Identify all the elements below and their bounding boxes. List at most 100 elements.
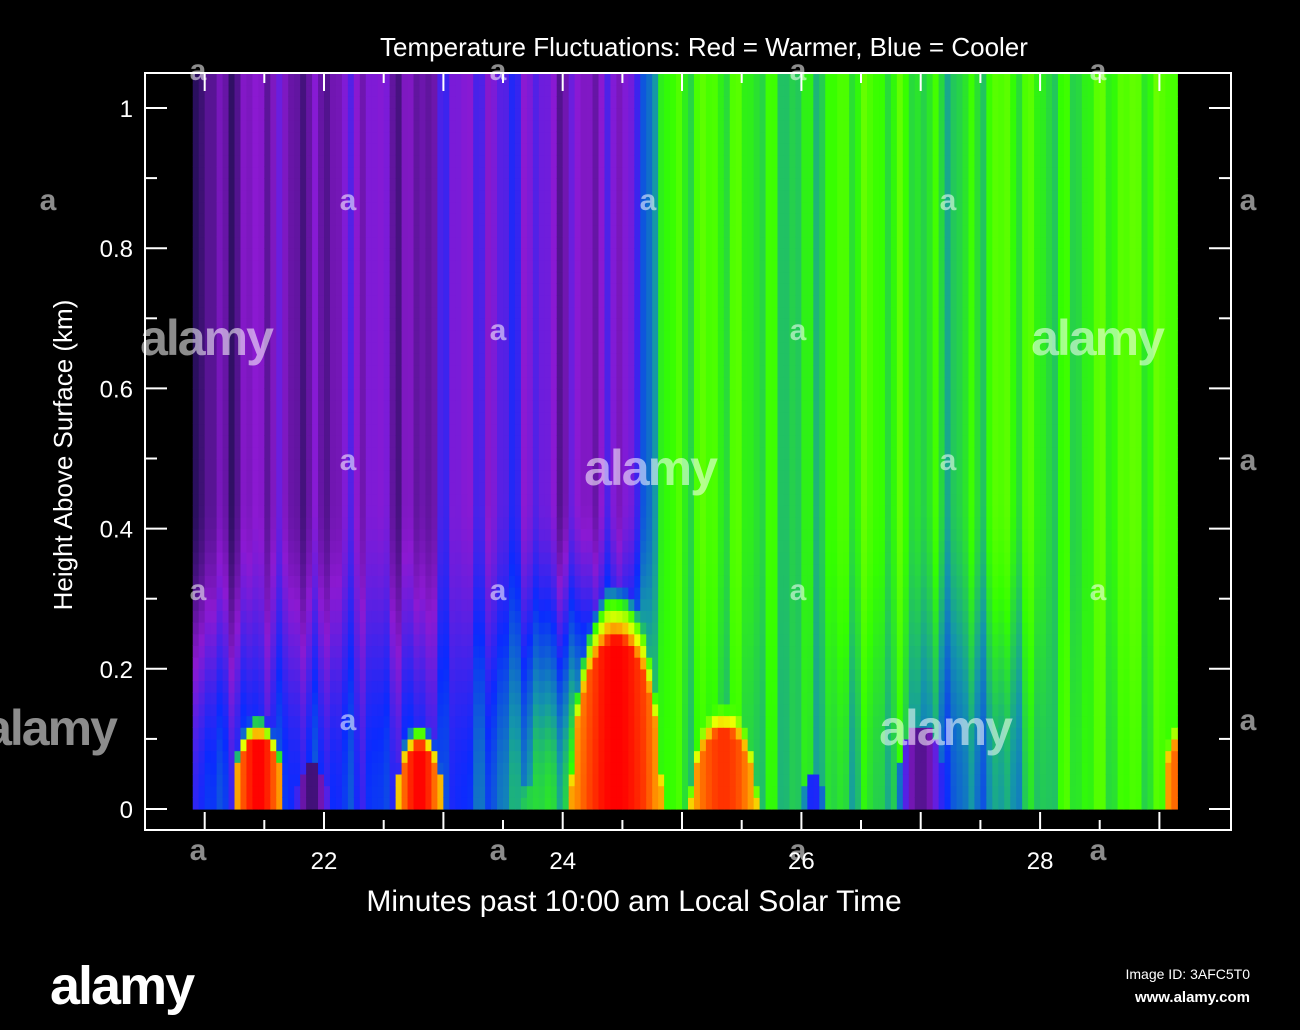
heatmap-cell	[628, 540, 635, 553]
heatmap-cell	[628, 470, 635, 483]
heatmap-cell	[550, 785, 558, 798]
heatmap-cell	[383, 575, 391, 588]
heatmap-cell	[192, 166, 200, 179]
heatmap-cell	[520, 341, 528, 354]
heatmap-cell	[616, 248, 623, 261]
heatmap-cell	[544, 178, 552, 191]
heatmap-cell	[335, 692, 343, 705]
heatmap-cell	[353, 692, 361, 705]
heatmap-cell	[568, 575, 576, 588]
heatmap-cell	[270, 330, 277, 343]
heatmap-cell	[258, 493, 265, 506]
heatmap-cell	[222, 587, 230, 600]
heatmap-cell	[300, 411, 307, 425]
heatmap-cell	[485, 189, 492, 203]
heatmap-cell	[312, 201, 319, 214]
heatmap-cell	[425, 154, 433, 168]
heatmap-cell	[628, 73, 635, 86]
heatmap-cell	[300, 750, 307, 763]
heatmap-cell	[634, 738, 641, 752]
heatmap-cell	[497, 330, 504, 343]
heatmap-cell	[431, 400, 438, 413]
heatmap-cell	[556, 306, 564, 319]
heatmap-cell	[329, 178, 337, 191]
heatmap-cell	[288, 84, 295, 97]
heatmap-cell	[437, 73, 444, 86]
heatmap-cell	[473, 668, 480, 682]
heatmap-cell	[318, 376, 325, 390]
heatmap-cell	[520, 224, 528, 238]
heatmap-cell	[377, 341, 385, 354]
heatmap-cell	[628, 318, 635, 331]
heatmap-cell	[240, 213, 248, 226]
heatmap-cell	[449, 411, 456, 425]
heatmap-cell	[329, 283, 337, 296]
heatmap-cell	[520, 446, 528, 460]
heatmap-cell	[598, 587, 606, 600]
heatmap-cell	[324, 283, 331, 296]
heatmap-cell	[216, 727, 224, 740]
heatmap-cell	[341, 750, 349, 763]
heatmap-cell	[413, 411, 421, 425]
heatmap-cell	[306, 376, 313, 390]
heatmap-cell	[616, 306, 623, 319]
heatmap-cell	[431, 610, 438, 623]
heatmap-cell	[312, 692, 319, 705]
heatmap-cell	[300, 283, 307, 296]
heatmap-cell	[198, 738, 206, 752]
heatmap-cell	[634, 633, 641, 647]
heatmap-cell	[461, 131, 468, 144]
heatmap-cell	[413, 154, 421, 168]
heatmap-cell	[407, 96, 415, 109]
heatmap-cell	[443, 96, 450, 109]
heatmap-cell	[329, 458, 337, 471]
heatmap-cell	[497, 388, 504, 401]
heatmap-cell	[449, 248, 456, 261]
heatmap-cell	[562, 283, 570, 296]
heatmap-cell	[395, 680, 403, 693]
heatmap-cell	[276, 294, 283, 308]
heatmap-cell	[216, 622, 224, 635]
heatmap-cell	[276, 96, 283, 109]
heatmap-cell	[622, 213, 629, 226]
heatmap-cell	[640, 738, 647, 752]
heatmap-cell	[562, 598, 570, 611]
heatmap-cell	[664, 738, 671, 752]
heatmap-cell	[246, 481, 254, 495]
heatmap-cell	[508, 143, 516, 156]
heatmap-cell	[383, 692, 391, 705]
heatmap-cell	[461, 692, 468, 705]
heatmap-cell	[658, 341, 665, 354]
heatmap-cell	[324, 540, 331, 553]
heatmap-cell	[640, 668, 647, 682]
heatmap-cell	[467, 341, 474, 354]
heatmap-cell	[228, 505, 236, 518]
heatmap-cell	[514, 400, 522, 413]
heatmap-cell	[198, 797, 206, 810]
heatmap-cell	[616, 236, 623, 249]
heatmap-cell	[329, 248, 337, 261]
heatmap-cell	[294, 762, 301, 775]
heatmap-cell	[252, 166, 259, 179]
heatmap-cell	[359, 318, 367, 331]
heatmap-cell	[288, 73, 295, 86]
heatmap-cell	[544, 108, 552, 121]
heatmap-cell	[318, 493, 325, 506]
heatmap-cell	[192, 458, 200, 471]
heatmap-cell	[318, 84, 325, 97]
heatmap-cell	[431, 773, 438, 787]
heatmap-cell	[646, 738, 653, 752]
heatmap-cell	[610, 493, 617, 506]
heatmap-cell	[401, 493, 409, 506]
heatmap-cell	[228, 365, 236, 378]
heatmap-cell	[210, 668, 218, 682]
heatmap-cell	[604, 657, 612, 670]
heatmap-cell	[252, 283, 259, 296]
heatmap-cell	[318, 236, 325, 249]
heatmap-cell	[473, 318, 480, 331]
heatmap-cell	[580, 283, 588, 296]
heatmap-cell	[550, 400, 558, 413]
heatmap-cell	[568, 108, 576, 121]
heatmap-cell	[616, 84, 623, 97]
heatmap-cell	[598, 201, 606, 214]
